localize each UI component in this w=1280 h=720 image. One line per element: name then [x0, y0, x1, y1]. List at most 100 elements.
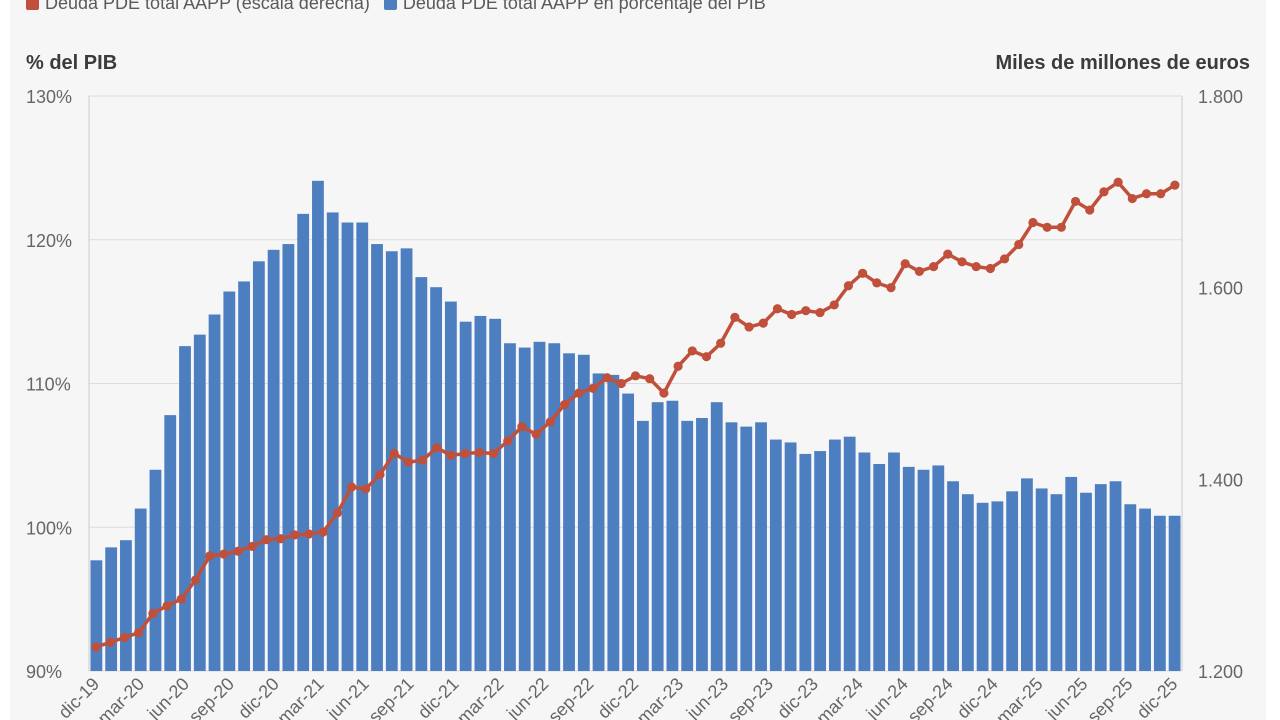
debt-point	[432, 443, 442, 453]
bar	[725, 422, 738, 671]
debt-point	[801, 306, 811, 316]
debt-point	[659, 388, 669, 398]
debt-point	[276, 534, 286, 544]
bar	[577, 354, 590, 671]
x-tick-label: dic-25	[1133, 674, 1182, 720]
bar	[666, 400, 679, 671]
debt-point	[858, 268, 868, 278]
debt-point	[261, 535, 272, 545]
bar	[1153, 515, 1166, 671]
bar	[444, 301, 457, 671]
bar	[902, 466, 915, 671]
x-tick-label: mar-21	[273, 674, 327, 720]
bar	[769, 439, 782, 671]
debt-point	[716, 338, 726, 348]
debt-point	[517, 422, 527, 432]
debt-point	[900, 259, 910, 269]
x-tick-label: sep-22	[544, 674, 597, 720]
debt-point	[645, 374, 655, 384]
bar	[1109, 481, 1122, 671]
bar	[563, 353, 575, 671]
left-tick-label: 100%	[26, 518, 72, 538]
debt-point	[701, 352, 712, 362]
bar	[134, 508, 147, 671]
bar	[696, 418, 708, 671]
bar	[784, 442, 797, 671]
bar	[356, 222, 369, 671]
debt-point	[503, 436, 513, 446]
debt-point	[730, 312, 740, 322]
bar	[622, 393, 635, 671]
debt-point	[290, 530, 300, 540]
bar	[341, 222, 354, 671]
bar	[1139, 508, 1151, 671]
bar	[636, 420, 649, 671]
debt-point	[545, 417, 555, 427]
bar	[164, 415, 177, 671]
bar	[740, 426, 753, 671]
debt-point	[148, 608, 158, 619]
bar	[858, 452, 871, 671]
debt-point	[886, 283, 896, 293]
debt-point	[602, 373, 612, 383]
x-tick-label: sep-20	[185, 674, 238, 720]
bar	[371, 244, 383, 671]
debt-point	[488, 448, 499, 459]
chart-legend: Deuda PDE total AAPP (escala derecha) De…	[26, 0, 766, 15]
x-tick-label: mar-25	[992, 674, 1046, 720]
bar	[947, 481, 959, 671]
debt-point	[531, 429, 541, 439]
debt-point	[375, 469, 385, 480]
debt-point	[928, 261, 939, 272]
debt-point	[176, 594, 186, 604]
x-tick-label: sep-21	[365, 674, 418, 720]
bar	[843, 436, 856, 671]
bar	[297, 213, 310, 671]
debt-point	[758, 318, 768, 328]
right-axis-title: Miles de millones de euros	[995, 52, 1250, 74]
debt-point	[460, 448, 470, 459]
debt-point	[247, 541, 257, 552]
x-tick-label: sep-25	[1083, 674, 1136, 720]
debt-point	[119, 632, 130, 643]
debt-point	[999, 254, 1010, 264]
debt-point	[574, 388, 584, 398]
bar	[105, 547, 118, 671]
bar	[1065, 476, 1078, 671]
debt-point	[1028, 217, 1038, 228]
bar	[548, 343, 561, 671]
x-tick-label: mar-20	[94, 674, 148, 720]
bar	[681, 420, 694, 671]
bar	[149, 469, 162, 671]
debt-point	[1056, 222, 1066, 232]
debt-point	[1127, 193, 1137, 204]
legend-item-line[interactable]: Deuda PDE total AAPP (escala derecha)	[26, 0, 370, 14]
debt-point	[616, 378, 626, 389]
legend-item-bars[interactable]: Deuda PDE total AAPP en porcentaje del P…	[383, 0, 766, 14]
bar	[917, 469, 930, 671]
debt-point	[914, 266, 924, 276]
bar	[1080, 492, 1092, 671]
left-tick-label: 120%	[26, 231, 72, 251]
debt-point	[985, 263, 995, 274]
bar	[1094, 484, 1107, 671]
debt-point	[332, 508, 343, 518]
debt-point	[744, 322, 754, 332]
debt-point	[787, 309, 797, 320]
debt-point	[1085, 205, 1095, 215]
bar	[873, 464, 886, 671]
legend-label-line: Deuda PDE total AAPP (escala derecha)	[45, 0, 370, 13]
debt-point	[190, 575, 201, 585]
bar	[459, 321, 472, 671]
bar	[991, 501, 1004, 671]
debt-point	[1042, 222, 1052, 232]
bar	[651, 402, 664, 671]
debt-point	[347, 482, 357, 492]
bar	[504, 343, 516, 671]
bar	[710, 402, 723, 671]
debt-point	[687, 346, 697, 356]
debt-point	[872, 278, 882, 288]
debt-point	[361, 484, 371, 494]
debt-point	[588, 383, 598, 393]
